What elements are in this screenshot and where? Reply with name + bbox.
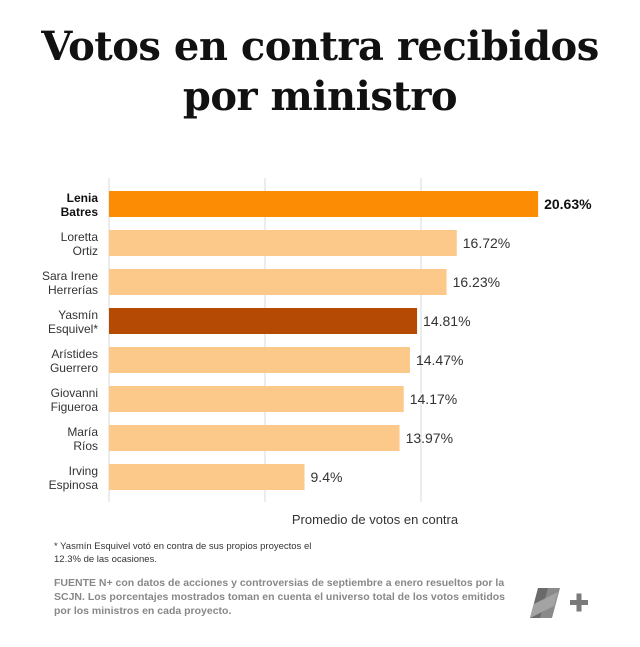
chart-title: Votos en contra recibidos por ministro [0, 22, 640, 122]
category-label-1: Loretta Ortiz [61, 230, 99, 258]
x-axis-title: Promedio de votos en contra [291, 512, 459, 527]
category-label-7-line-0: Irving [69, 464, 98, 478]
category-label-3: Yasmín Esquivel* [48, 308, 98, 336]
bar-0 [109, 191, 539, 217]
footnote: * Yasmín Esquivel votó en contra de sus … [54, 541, 312, 565]
category-label-0-line-1: Batres [61, 205, 99, 219]
category-label-0-line-0: Lenia [67, 191, 99, 205]
value-label-0: 20.63% [544, 196, 592, 212]
value-label-7: 9.4% [311, 469, 343, 485]
value-label-4: 14.47% [416, 352, 463, 368]
value-label-6: 13.97% [406, 430, 453, 446]
category-label-5-line-0: Giovanni [51, 386, 98, 400]
bar-chart: Lenia Batres 20.63% Loretta Ortiz 16.72% Sara … [42, 178, 592, 502]
category-label-2: Sara Irene Herrerías [42, 269, 98, 297]
value-label-1: 16.72% [463, 235, 510, 251]
category-label-3-line-0: Yasmín [58, 308, 98, 322]
category-label-1-line-0: Loretta [61, 230, 99, 244]
category-label-2-line-1: Herrerías [48, 283, 98, 297]
value-label-2: 16.23% [453, 274, 500, 290]
category-label-4: Arístides Guerrero [50, 347, 98, 375]
bar-1 [109, 230, 457, 256]
bar-6 [109, 425, 400, 451]
bar-5 [109, 386, 404, 412]
category-label-4-line-1: Guerrero [50, 361, 98, 375]
bar-2 [109, 269, 447, 295]
bar-4 [109, 347, 410, 373]
category-label-3-line-1: Esquivel* [48, 322, 98, 336]
bar-3 [109, 308, 418, 334]
value-label-3: 14.81% [423, 313, 470, 329]
chart-title-line-1: Votos en contra recibidos [41, 23, 599, 70]
category-label-7-line-1: Espinosa [49, 478, 99, 492]
category-label-6: María Ríos [67, 425, 98, 453]
category-label-7: Irving Espinosa [49, 464, 99, 492]
bar-7 [109, 464, 305, 490]
chart-title-line-2: por ministro [182, 73, 458, 120]
category-label-2-line-0: Sara Irene [42, 269, 98, 283]
source-note: FUENTE N+ con datos de acciones y contro… [54, 577, 506, 617]
n-plus-logo [530, 588, 588, 618]
category-label-5: Giovanni Figueroa [51, 386, 99, 414]
category-label-4-line-0: Arístides [51, 347, 98, 361]
category-label-6-line-0: María [67, 425, 98, 439]
category-label-6-line-1: Ríos [73, 439, 98, 453]
category-label-1-line-1: Ortiz [73, 244, 98, 258]
value-label-5: 14.17% [410, 391, 457, 407]
category-label-5-line-1: Figueroa [51, 400, 99, 414]
category-label-0: Lenia Batres [61, 191, 99, 219]
